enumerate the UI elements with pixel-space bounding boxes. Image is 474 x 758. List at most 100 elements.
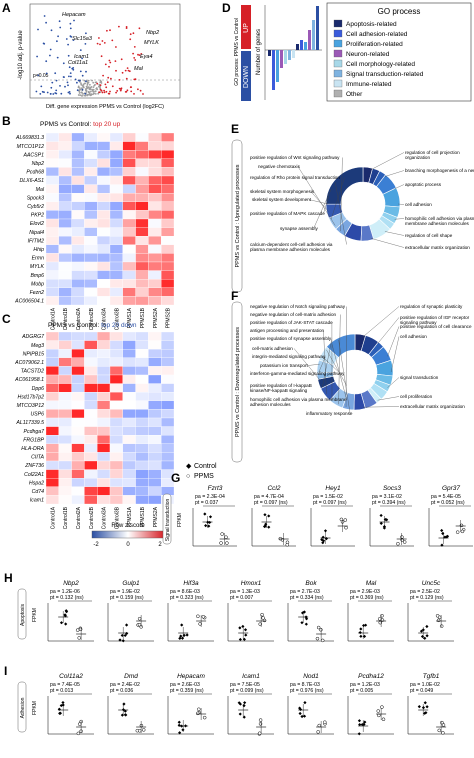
heatmap-cell <box>72 495 85 504</box>
volcano-point <box>59 85 61 87</box>
heatmap-cell <box>110 142 123 151</box>
panel-d: D GO process: PPMS vs Control UP DOWN Nu… <box>222 1 471 101</box>
heatmap-cell <box>136 418 149 427</box>
heatmap-cell <box>59 332 72 341</box>
control-point <box>178 721 181 724</box>
heatmap-cell <box>110 435 123 444</box>
heatmap-cell <box>123 332 136 341</box>
heatmap-cell <box>46 210 59 219</box>
heatmap-cell <box>84 142 97 151</box>
dotplot-pt: pt = 0.052 (ns) <box>431 500 465 506</box>
heatmap-cell <box>123 495 136 504</box>
heatmap-cell <box>161 452 174 461</box>
go-term-label: apoptotic process <box>405 182 442 187</box>
go-term-label: positive regulation of synapse assembly <box>250 336 332 341</box>
heatmap-cell <box>46 495 59 504</box>
heatmap-cell <box>72 133 85 142</box>
heatmap-cell <box>72 219 85 228</box>
heatmap-cell <box>46 228 59 237</box>
heatmap-row-label: ADGRG7 <box>21 334 45 340</box>
heatmap-cell <box>46 236 59 245</box>
ppms-point <box>317 730 320 733</box>
heatmap-cell <box>84 358 97 367</box>
ppms-point <box>461 530 464 533</box>
volcano-point <box>60 93 62 95</box>
heatmap-cell <box>97 271 110 280</box>
dotplot-pt: pt = 0.007 <box>230 595 253 601</box>
volcano-point <box>115 60 117 62</box>
volcano-point <box>39 93 41 95</box>
heatmap-cell <box>161 392 174 401</box>
go-term-label: negative regulation of cell-matrix adhes… <box>250 312 336 317</box>
go-bar <box>312 20 315 50</box>
ppms-point <box>321 639 324 642</box>
dotplot-pt: pt = 0.323 (ns) <box>170 595 204 601</box>
volcano-point <box>106 91 108 93</box>
go-term-label: skeletal system development <box>252 197 312 202</box>
panel-e-rotated-label: PPMS vs Control : Upregulated processes <box>235 164 241 267</box>
go-bar <box>304 42 307 50</box>
heatmap-cell <box>59 167 72 176</box>
heatmap-cell <box>161 435 174 444</box>
volcano-point <box>36 91 38 93</box>
volcano-point <box>70 76 72 78</box>
legend-control-label: Control <box>194 463 217 470</box>
heatmap-cell <box>161 375 174 384</box>
heatmap-cell <box>110 349 123 358</box>
heatmap-cell <box>110 418 123 427</box>
volcano-point <box>70 23 72 25</box>
heatmap-row-label: Hhip <box>33 247 44 253</box>
volcano-point <box>92 82 94 84</box>
ppms-point <box>77 732 80 735</box>
heatmap-row-label: AC079062.1 <box>14 360 44 366</box>
heatmap-cell <box>46 478 59 487</box>
heatmap-cell <box>110 271 123 280</box>
heatmap-cell <box>84 150 97 159</box>
heatmap-row-label: MTCO1P12 <box>17 144 45 150</box>
go-term-label: negative chemotaxis <box>258 164 301 169</box>
heatmap-cell <box>59 253 72 262</box>
legend-ppms-label: PPMS <box>194 473 214 480</box>
volcano-point <box>84 93 86 95</box>
heatmap-cell <box>97 219 110 228</box>
volcano-point <box>47 92 49 94</box>
heatmap-cell <box>59 219 72 228</box>
volcano-point <box>43 91 45 93</box>
dotplot-pt: pt = 0.359 (ns) <box>170 688 204 694</box>
heatmap-cell <box>72 228 85 237</box>
go-term-label: calcium-dependent cell-cell adhesion via… <box>250 242 333 252</box>
heatmap-cell <box>136 159 149 168</box>
heatmap-cell <box>84 193 97 202</box>
go-legend-label: Signal transduction-related <box>346 71 424 78</box>
go-term-label: positive regulation of Wnt signaling pat… <box>250 155 340 160</box>
heatmap-col-label: PPMS2B <box>166 307 172 328</box>
control-point <box>244 628 247 631</box>
heatmap-cell <box>84 176 97 185</box>
volcano-point <box>126 78 128 80</box>
control-point <box>121 714 124 717</box>
volcano-point <box>70 28 72 30</box>
volcano-point <box>112 85 114 87</box>
volcano-gene-label: MYLK <box>144 40 159 46</box>
heatmap-cell <box>84 159 97 168</box>
volcano-point <box>71 68 73 70</box>
heatmap-cell <box>110 150 123 159</box>
heatmap-cell <box>97 478 110 487</box>
heatmap-cell <box>84 228 97 237</box>
control-point <box>325 537 328 540</box>
heatmap-cell <box>148 418 161 427</box>
heatmap-cell <box>148 375 161 384</box>
heatmap-cell <box>97 210 110 219</box>
heatmap-cell <box>123 427 136 436</box>
volcano-gene-label: Nbp2 <box>146 30 159 36</box>
heatmap-cell <box>148 487 161 496</box>
volcano-point <box>77 89 79 91</box>
go-term-label: skeletal system morphogenesis <box>250 189 315 194</box>
heatmap-cell <box>110 159 123 168</box>
dotplot-pt: pt = 0.097 (ns) <box>313 500 347 506</box>
ppms-point <box>344 519 347 522</box>
dotplot-gene-title: Dmd <box>124 673 138 680</box>
dotplot-pt: pt = 0.005 <box>350 688 373 694</box>
heatmap-cell <box>110 133 123 142</box>
dotplot-gene-title: Mal <box>366 580 377 587</box>
